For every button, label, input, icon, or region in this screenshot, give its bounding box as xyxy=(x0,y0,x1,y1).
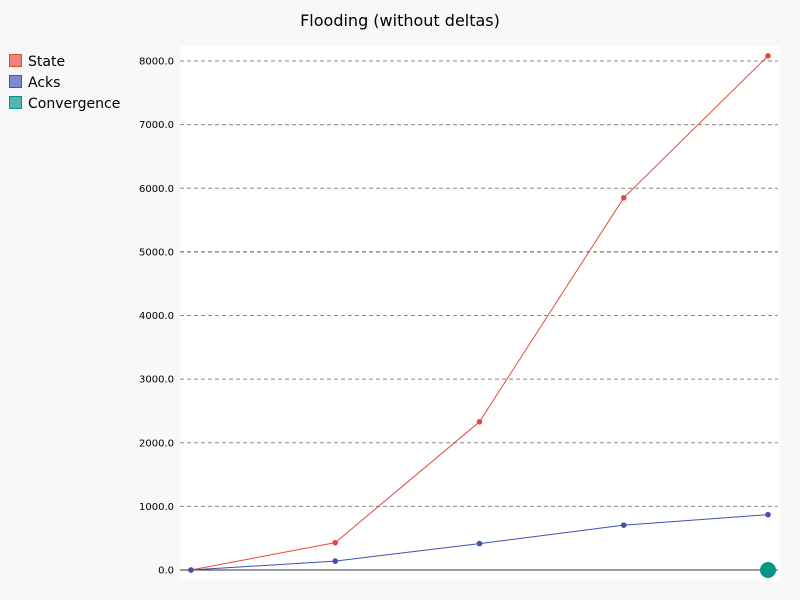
legend-label-convergence: Convergence xyxy=(28,96,121,112)
data-point-state[interactable] xyxy=(765,53,771,59)
legend-swatch-acks xyxy=(9,75,22,88)
legend-label-state: State xyxy=(28,54,66,70)
y-tick-label: 0.0 xyxy=(158,566,174,577)
data-point-state[interactable] xyxy=(332,539,339,546)
legend-swatch-state xyxy=(9,54,22,67)
data-point-state[interactable] xyxy=(476,418,483,425)
legend-label-acks: Acks xyxy=(28,75,61,91)
grid-lines xyxy=(180,60,778,507)
y-tick-label: 3000.0 xyxy=(139,375,174,386)
plot-area xyxy=(180,46,780,580)
series-layer xyxy=(188,53,776,578)
data-point-convergence[interactable] xyxy=(760,562,776,578)
chart-title: Flooding (without deltas) xyxy=(300,11,500,30)
legend-swatch-convergence xyxy=(9,96,22,109)
y-tick-label: 7000.0 xyxy=(139,120,174,131)
data-point-acks[interactable] xyxy=(765,511,771,518)
data-point-acks[interactable] xyxy=(188,567,194,573)
legend-item-state[interactable]: State xyxy=(9,54,120,75)
data-point-acks[interactable] xyxy=(332,558,339,564)
y-tick-labels: 0.0 1000.0 2000.0 3000.0 4000.0 5000.0 6000.0 7… xyxy=(139,57,174,577)
y-tick-label: 2000.0 xyxy=(139,438,174,449)
data-point-acks[interactable] xyxy=(620,522,627,528)
y-tick-label: 1000.0 xyxy=(139,502,174,513)
y-tick-label: 4000.0 xyxy=(139,311,174,322)
legend-item-acks[interactable]: Acks xyxy=(9,75,120,96)
chart-legend: State Acks Convergence xyxy=(9,54,120,117)
legend-item-convergence[interactable]: Convergence xyxy=(9,96,120,117)
y-tick-label: 6000.0 xyxy=(139,184,174,195)
data-point-state[interactable] xyxy=(620,194,627,201)
y-tick-label: 5000.0 xyxy=(139,247,174,258)
data-point-acks[interactable] xyxy=(476,540,483,547)
y-tick-label: 8000.0 xyxy=(139,57,174,68)
